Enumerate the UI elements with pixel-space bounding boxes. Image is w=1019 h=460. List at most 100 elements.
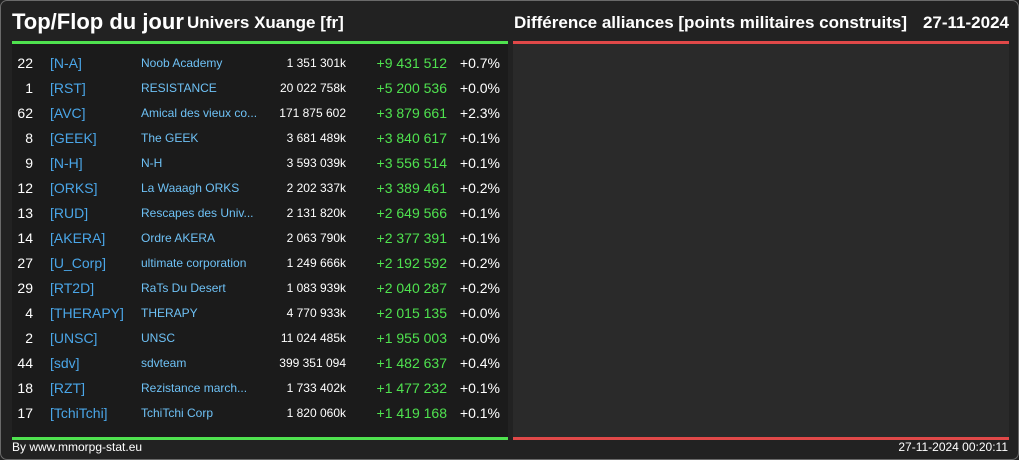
generated-timestamp: 27-11-2024 00:20:11	[898, 440, 1008, 454]
alliance-percent-change: +0.2%	[459, 255, 500, 271]
alliance-total-points: 2 131 820k	[286, 206, 346, 220]
alliance-point-difference: +2 649 566	[376, 205, 447, 221]
alliance-tag-link[interactable]: [sdv]	[50, 355, 80, 371]
ranking-date: 27-11-2024	[922, 13, 1009, 32]
alliance-name-link[interactable]: Rescapes des Univ...	[141, 206, 254, 220]
alliance-name-link[interactable]: RaTs Du Desert	[141, 281, 226, 295]
alliance-percent-change: +0.4%	[459, 355, 500, 371]
alliance-row: 62 [AVC] Amical des vieux co... 171 875 602…	[12, 101, 508, 126]
alliance-name-link[interactable]: The GEEK	[141, 131, 199, 145]
alliance-name-link[interactable]: Noob Academy	[141, 56, 223, 70]
alliance-rank: 4	[25, 305, 33, 321]
alliance-name-link[interactable]: Rezistance march...	[141, 381, 248, 395]
alliance-rank: 22	[17, 55, 33, 71]
alliance-tag-link[interactable]: [AKERA]	[50, 230, 106, 246]
alliance-total-points: 1 351 301k	[286, 56, 346, 70]
alliance-point-difference: +1 482 637	[376, 355, 447, 371]
alliance-percent-change: +2.3%	[459, 105, 500, 121]
alliance-point-difference: +2 015 135	[376, 305, 447, 321]
alliance-point-difference: +2 377 391	[376, 230, 447, 246]
alliance-total-points: 4 770 933k	[286, 306, 346, 320]
alliance-row: 27 [U_Corp] ultimate corporation 1 249 666k…	[12, 251, 508, 276]
alliance-percent-change: +0.1%	[459, 405, 500, 421]
alliance-percent-change: +0.2%	[459, 280, 500, 296]
alliance-percent-change: +0.7%	[459, 55, 500, 71]
alliance-name-link[interactable]: Amical des vieux co...	[141, 106, 258, 120]
alliance-row: 9 [N-H] N-H 3 593 039k +3 556 514 +0.1%	[12, 151, 508, 176]
alliance-tag-link[interactable]: [UNSC]	[50, 330, 98, 346]
alliance-name-link[interactable]: N-H	[141, 156, 163, 170]
source-credit-link[interactable]: By www.mmorpg-stat.eu	[12, 440, 143, 454]
alliance-name-link[interactable]: La Waaagh ORKS	[141, 181, 240, 195]
top-list: 22 [N-A] Noob Academy 1 351 301k +9 431 512 +…	[12, 51, 508, 426]
alliance-row: 22 [N-A] Noob Academy 1 351 301k +9 431 512 +…	[12, 51, 508, 76]
alliance-percent-change: +0.1%	[459, 380, 500, 396]
alliance-tag-link[interactable]: [RST]	[50, 80, 86, 96]
alliance-name-link[interactable]: Ordre AKERA	[141, 231, 216, 245]
alliance-point-difference: +1 955 003	[376, 330, 447, 346]
alliance-rank: 13	[17, 205, 33, 221]
alliance-point-difference: +2 040 287	[376, 280, 447, 296]
alliance-row: 14 [AKERA] Ordre AKERA 2 063 790k +2 377 391…	[12, 226, 508, 251]
alliance-tag-link[interactable]: [RZT]	[50, 380, 85, 396]
alliance-point-difference: +1 419 168	[376, 405, 447, 421]
alliance-tag-link[interactable]: [ORKS]	[50, 180, 98, 196]
alliance-point-difference: +9 431 512	[376, 55, 447, 71]
alliance-name-link[interactable]: UNSC	[141, 331, 176, 345]
alliance-point-difference: +3 879 661	[376, 105, 447, 121]
alliance-name-link[interactable]: THERAPY	[141, 306, 198, 320]
alliance-rank: 17	[17, 405, 33, 421]
alliance-row: 17 [TchiTchi] TchiTchi Corp 1 820 060k +1 41…	[12, 401, 508, 426]
alliance-percent-change: +0.0%	[459, 80, 500, 96]
alliance-tag-link[interactable]: [THERAPY]	[50, 305, 124, 321]
alliance-percent-change: +0.1%	[459, 230, 500, 246]
alliance-point-difference: +2 192 592	[376, 255, 447, 271]
alliance-name-link[interactable]: RESISTANCE	[141, 81, 217, 95]
alliance-tag-link[interactable]: [GEEK]	[50, 130, 97, 146]
alliance-total-points: 399 351 094	[279, 356, 346, 370]
alliance-rank: 44	[17, 355, 33, 371]
alliance-tag-link[interactable]: [AVC]	[50, 105, 86, 121]
alliance-name-link[interactable]: TchiTchi Corp	[141, 406, 214, 420]
alliance-rank: 29	[17, 280, 33, 296]
top-panel: 22 [N-A] Noob Academy 1 351 301k +9 431 512 +…	[12, 41, 508, 440]
alliance-tag-link[interactable]: [TchiTchi]	[50, 405, 108, 421]
page-title: Top/Flop du jour	[12, 9, 184, 34]
alliance-total-points: 1 733 402k	[286, 381, 346, 395]
alliance-row: 44 [sdv] sdvteam 399 351 094 +1 482 637 +0.4%	[12, 351, 508, 376]
alliance-total-points: 1 820 060k	[286, 406, 346, 420]
alliance-rank: 12	[17, 180, 33, 196]
alliance-row: 4 [THERAPY] THERAPY 4 770 933k +2 015 135 +0.…	[12, 301, 508, 326]
alliance-tag-link[interactable]: [N-A]	[50, 55, 82, 71]
alliance-total-points: 171 875 602	[279, 106, 346, 120]
alliance-total-points: 11 024 485k	[280, 331, 346, 345]
alliance-percent-change: +0.0%	[459, 330, 500, 346]
alliance-percent-change: +0.1%	[459, 155, 500, 171]
alliance-total-points: 3 681 489k	[286, 131, 346, 145]
alliance-percent-change: +0.2%	[459, 180, 500, 196]
alliance-tag-link[interactable]: [RT2D]	[50, 280, 95, 296]
alliance-total-points: 3 593 039k	[286, 156, 346, 170]
alliance-rank: 2	[25, 330, 33, 346]
alliance-name-link[interactable]: ultimate corporation	[141, 256, 247, 270]
alliance-row: 8 [GEEK] The GEEK 3 681 489k +3 840 617 +0.1%	[12, 126, 508, 151]
alliance-point-difference: +3 389 461	[376, 180, 447, 196]
alliance-name-link[interactable]: sdvteam	[141, 356, 187, 370]
alliance-point-difference: +3 556 514	[376, 155, 447, 171]
alliance-point-difference: +5 200 536	[376, 80, 447, 96]
alliance-percent-change: +0.0%	[459, 305, 500, 321]
alliance-total-points: 20 022 758k	[279, 81, 346, 95]
alliance-tag-link[interactable]: [RUD]	[50, 205, 89, 221]
universe-label: Univers Xuange [fr]	[187, 13, 344, 32]
alliance-rank: 1	[25, 80, 33, 96]
alliance-row: 12 [ORKS] La Waaagh ORKS 2 202 337k +3 389 4…	[12, 176, 508, 201]
alliance-tag-link[interactable]: [N-H]	[50, 155, 83, 171]
alliance-total-points: 1 249 666k	[286, 256, 346, 270]
alliance-row: 29 [RT2D] RaTs Du Desert 1 083 939k +2 040 2…	[12, 276, 508, 301]
alliance-rank: 8	[25, 130, 33, 146]
alliance-rank: 18	[17, 380, 33, 396]
alliance-point-difference: +1 477 232	[376, 380, 447, 396]
flop-panel	[513, 41, 1009, 440]
alliance-tag-link[interactable]: [U_Corp]	[50, 255, 107, 271]
